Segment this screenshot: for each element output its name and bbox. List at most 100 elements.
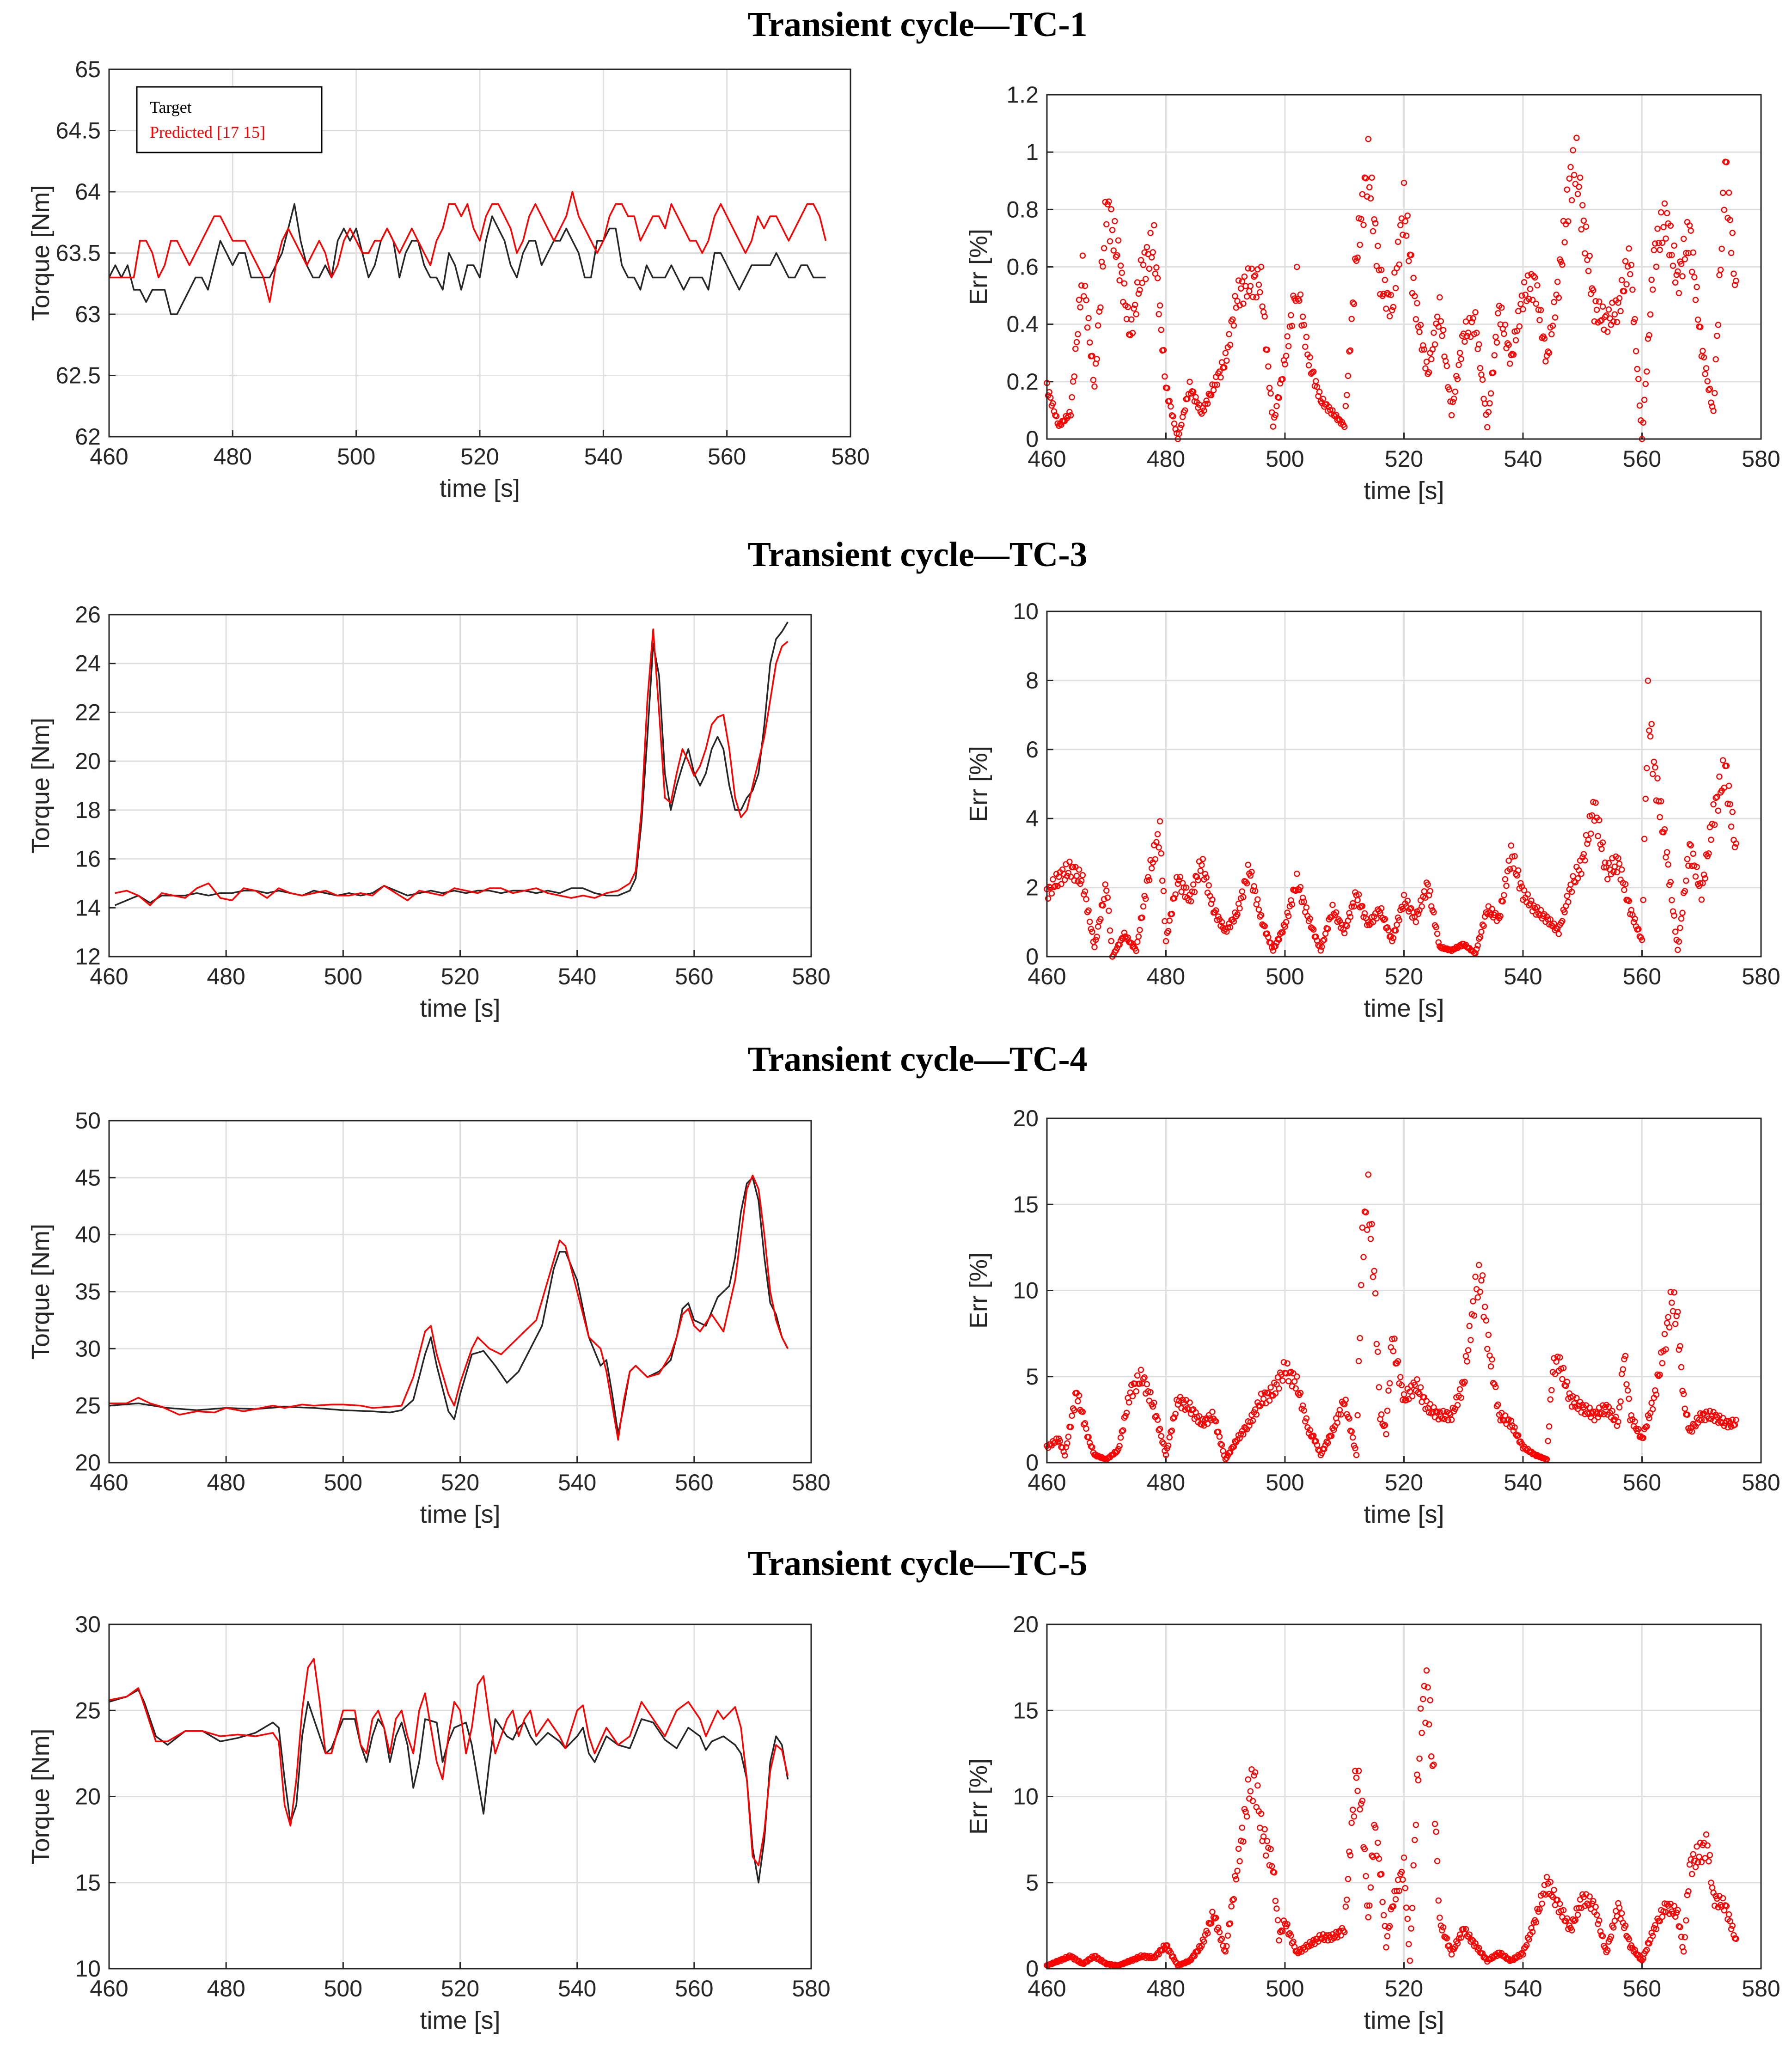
error-point xyxy=(1121,280,1128,287)
error-point xyxy=(1685,862,1692,869)
error-point xyxy=(1599,839,1606,846)
error-point xyxy=(1422,365,1429,372)
error-point xyxy=(1057,1438,1064,1444)
error-point xyxy=(1386,313,1393,320)
error-point xyxy=(1628,1412,1635,1419)
error-point xyxy=(1427,1697,1433,1703)
error-point xyxy=(1107,927,1113,934)
y-tick-label: 20 xyxy=(75,748,101,774)
y-tick-label: 1.2 xyxy=(1006,82,1039,108)
error-point xyxy=(1089,928,1095,935)
error-point xyxy=(1251,1772,1257,1779)
error-point xyxy=(1154,275,1161,281)
error-point xyxy=(1715,807,1722,814)
error-point xyxy=(1353,1775,1360,1781)
error-point xyxy=(1517,301,1524,307)
y-tick-label: 15 xyxy=(1013,1191,1039,1217)
error-point xyxy=(1401,179,1407,186)
error-point xyxy=(1229,316,1236,323)
error-point xyxy=(1684,1411,1691,1418)
error-point xyxy=(1345,372,1352,379)
error-point xyxy=(1357,241,1363,248)
error-point xyxy=(1468,319,1475,325)
y-tick-label: 0 xyxy=(1026,426,1039,452)
error-point xyxy=(1314,384,1321,390)
error-point xyxy=(1696,1854,1702,1860)
error-point xyxy=(1258,912,1265,919)
x-tick-label: 500 xyxy=(324,964,362,989)
error-point xyxy=(1137,1380,1143,1387)
error-point xyxy=(1351,1813,1358,1820)
error-point xyxy=(1623,1381,1630,1388)
error-point xyxy=(1196,401,1203,408)
error-point xyxy=(1642,381,1649,387)
error-point xyxy=(1675,268,1681,275)
error-point xyxy=(1235,1845,1242,1852)
error-point xyxy=(1139,914,1145,921)
x-tick-label: 500 xyxy=(337,444,375,470)
error-point xyxy=(1485,409,1492,415)
error-point xyxy=(1094,933,1100,940)
error-point xyxy=(1051,408,1058,415)
error-point xyxy=(1574,1911,1581,1918)
error-point xyxy=(1408,252,1414,258)
error-point xyxy=(1647,311,1654,318)
error-point xyxy=(1416,1755,1423,1762)
error-point xyxy=(1450,396,1457,402)
error-point xyxy=(1397,222,1404,228)
error-point xyxy=(1524,891,1531,898)
error-point xyxy=(1561,239,1568,246)
error-point xyxy=(1654,775,1661,781)
error-point xyxy=(1453,373,1460,379)
series-line-predicted xyxy=(109,191,827,303)
error-point xyxy=(1431,329,1437,336)
error-point xyxy=(1697,323,1704,330)
error-point xyxy=(1285,343,1292,349)
x-tick-label: 460 xyxy=(1027,1470,1066,1495)
error-point xyxy=(1649,1933,1656,1939)
error-point xyxy=(1217,1937,1224,1944)
error-point xyxy=(1341,930,1348,937)
error-point xyxy=(1144,1381,1150,1388)
error-point xyxy=(1380,1912,1387,1919)
error-point xyxy=(1291,1378,1298,1385)
error-point xyxy=(1616,1904,1623,1911)
error-point xyxy=(1686,841,1693,848)
error-point xyxy=(1652,764,1658,771)
x-tick-label: 480 xyxy=(1147,446,1185,472)
error-point xyxy=(1652,1922,1658,1928)
error-point xyxy=(1491,1381,1498,1387)
error-point xyxy=(1081,891,1087,898)
y-tick-label: 20 xyxy=(1013,1105,1039,1131)
error-point xyxy=(1297,291,1304,298)
error-point xyxy=(1309,925,1315,932)
x-tick-label: 560 xyxy=(675,964,713,989)
error-point xyxy=(1066,859,1073,865)
error-point xyxy=(1208,1920,1215,1927)
error-point xyxy=(1140,903,1147,910)
error-point xyxy=(1305,362,1312,369)
error-point xyxy=(1678,1934,1685,1940)
error-point xyxy=(1728,823,1735,830)
error-point xyxy=(1568,1927,1575,1934)
error-point xyxy=(1299,894,1306,901)
error-point xyxy=(1622,1922,1629,1929)
error-point xyxy=(1632,915,1638,922)
error-point xyxy=(1253,294,1260,301)
error-point xyxy=(1546,349,1553,356)
error-point xyxy=(1649,1406,1656,1413)
error-point xyxy=(1443,1935,1450,1942)
error-point xyxy=(1180,884,1187,891)
error-point xyxy=(1478,928,1485,935)
error-point xyxy=(1125,1399,1132,1406)
error-point xyxy=(1437,294,1443,301)
error-point xyxy=(1279,376,1286,383)
error-point xyxy=(1603,312,1610,319)
error-point xyxy=(1166,397,1173,404)
error-point xyxy=(1122,1413,1129,1420)
error-point xyxy=(1372,1290,1379,1297)
error-point xyxy=(1247,1788,1254,1794)
error-point xyxy=(1440,1924,1447,1931)
x-axis-label: time [s] xyxy=(420,2007,500,2034)
error-point xyxy=(1177,873,1184,880)
